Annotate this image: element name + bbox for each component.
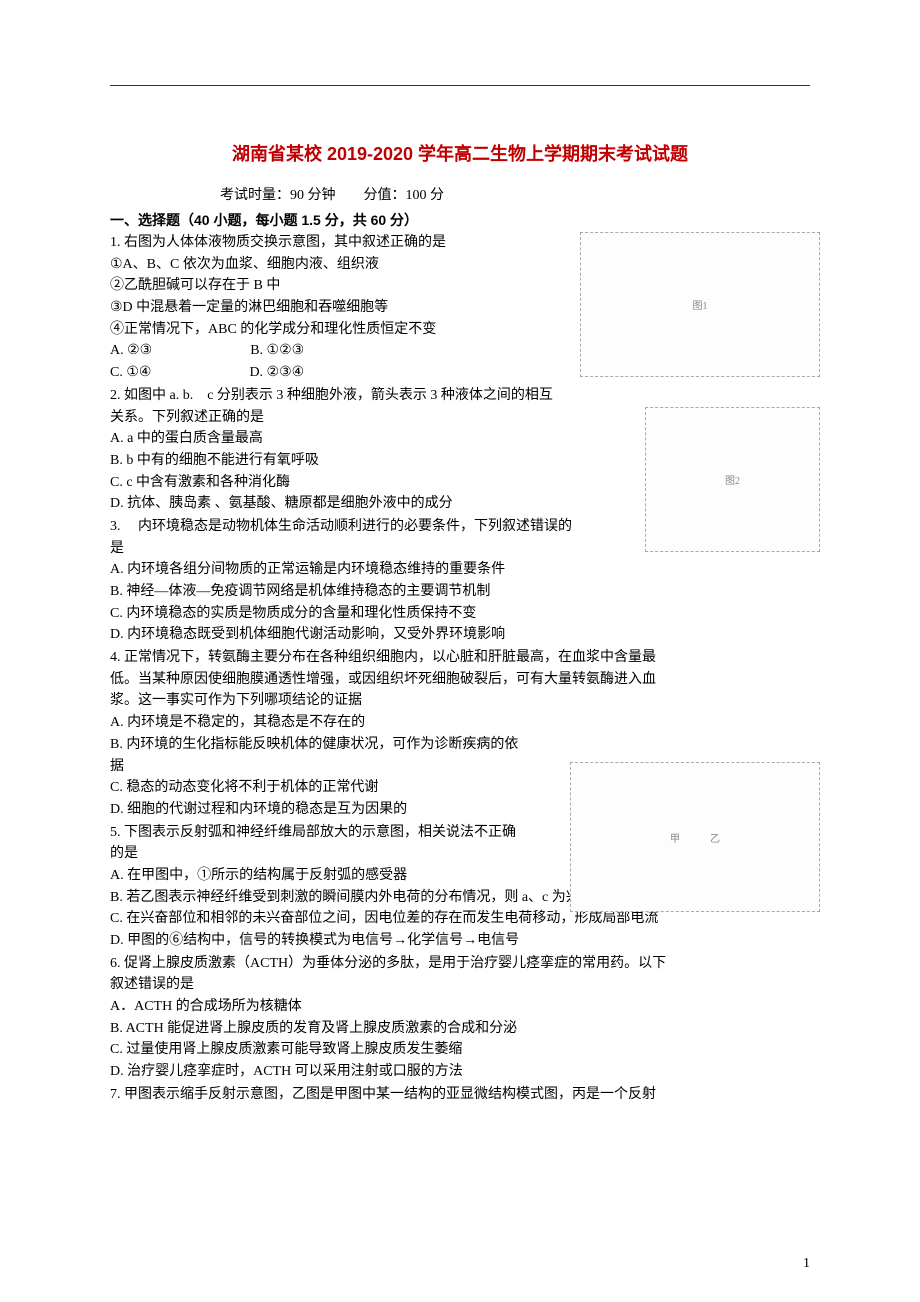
question-line: 低。当某种原因使细胞膜通透性增强，或因组织坏死细胞破裂后，可有大量转氨酶进入血 xyxy=(110,669,810,691)
question-line: 的是 xyxy=(110,843,550,865)
question-line: 据 xyxy=(110,756,550,778)
question-line: A. 内环境是不稳定的，其稳态是不存在的 xyxy=(110,712,550,734)
question-line: D. 内环境稳态既受到机体细胞代谢活动影响，又受外界环境影响 xyxy=(110,624,810,646)
question-line: C. 过量使用肾上腺皮质激素可能导致肾上腺皮质发生萎缩 xyxy=(110,1039,810,1061)
question-line: D. 抗体、胰岛素 、氨基酸、糖原都是细胞外液中的成分 xyxy=(110,493,620,515)
page-number: 1 xyxy=(803,1256,810,1272)
question-line: A. a 中的蛋白质含量最高 xyxy=(110,428,620,450)
question-line: D. 细胞的代谢过程和内环境的稳态是互为因果的 xyxy=(110,799,550,821)
figure-2: 图2 xyxy=(645,407,820,552)
content-block: 图1 图2 甲 乙 1. 右图为人体体液物质交换示意图，其中叙述正确的是①A、B… xyxy=(110,232,810,1106)
question-line: C. 内环境稳态的实质是物质成分的含量和理化性质保持不变 xyxy=(110,603,810,625)
question-line: B. 神经—体液—免疫调节网络是机体维持稳态的主要调节机制 xyxy=(110,581,810,603)
exam-title: 湖南省某校 2019-2020 学年高二生物上学期期末考试试题 xyxy=(110,140,810,166)
question-line: D. 甲图的⑥结构中，信号的转换模式为电信号→化学信号→电信号 xyxy=(110,930,810,952)
exam-info: 考试时量：90 分钟 分值：100 分 xyxy=(110,184,810,204)
question-line: B. 内环境的生化指标能反映机体的健康状况，可作为诊断疾病的依 xyxy=(110,734,550,756)
question-line: ①A、B、C 依次为血浆、细胞内液、组织液 xyxy=(110,254,560,276)
question-line: 2. 如图中 a. b. c 分别表示 3 种细胞外液，箭头表示 3 种液体之间… xyxy=(110,385,620,407)
question-line: ④正常情况下，ABC 的化学成分和理化性质恒定不变 xyxy=(110,319,560,341)
figure-3: 甲 乙 xyxy=(570,762,820,912)
question-line: C. 稳态的动态变化将不利于机体的正常代谢 xyxy=(110,777,550,799)
question-6: 6. 促肾上腺皮质激素（ACTH）为垂体分泌的多肽，是用于治疗婴儿痉挛症的常用药… xyxy=(110,953,810,1083)
question-line: C. ①④ D. ②③④ xyxy=(110,362,560,384)
question-line: 4. 正常情况下，转氨酶主要分布在各种组织细胞内，以心脏和肝脏最高，在血浆中含量… xyxy=(110,647,810,669)
question-line: B. b 中有的细胞不能进行有氧呼吸 xyxy=(110,450,620,472)
question-line: 7. 甲图表示缩手反射示意图，乙图是甲图中某一结构的亚显微结构模式图，丙是一个反… xyxy=(110,1084,810,1106)
question-line: C. c 中含有激素和各种消化酶 xyxy=(110,472,620,494)
question-line: D. 治疗婴儿痉挛症时，ACTH 可以采用注射或口服的方法 xyxy=(110,1061,810,1083)
section-header: 一、选择题（40 小题，每小题 1.5 分，共 60 分） xyxy=(110,210,810,230)
top-divider xyxy=(110,85,810,86)
question-line: ③D 中混悬着一定量的淋巴细胞和吞噬细胞等 xyxy=(110,297,560,319)
question-line: 浆。这一事实可作为下列哪项结论的证据 xyxy=(110,690,810,712)
question-line: A．ACTH 的合成场所为核糖体 xyxy=(110,996,810,1018)
question-line: A. 内环境各组分间物质的正常运输是内环境稳态维持的重要条件 xyxy=(110,559,810,581)
question-line: A. ②③ B. ①②③ xyxy=(110,340,560,362)
question-line: ②乙酰胆碱可以存在于 B 中 xyxy=(110,275,560,297)
question-line: 5. 下图表示反射弧和神经纤维局部放大的示意图，相关说法不正确 xyxy=(110,822,550,844)
question-line: 关系。下列叙述正确的是 xyxy=(110,407,620,429)
question-line: B. ACTH 能促进肾上腺皮质的发育及肾上腺皮质激素的合成和分泌 xyxy=(110,1018,810,1040)
question-line: 6. 促肾上腺皮质激素（ACTH）为垂体分泌的多肽，是用于治疗婴儿痉挛症的常用药… xyxy=(110,953,810,975)
question-7: 7. 甲图表示缩手反射示意图，乙图是甲图中某一结构的亚显微结构模式图，丙是一个反… xyxy=(110,1084,810,1106)
question-line: 叙述错误的是 xyxy=(110,974,810,996)
figure-1: 图1 xyxy=(580,232,820,377)
question-line: 1. 右图为人体体液物质交换示意图，其中叙述正确的是 xyxy=(110,232,560,254)
